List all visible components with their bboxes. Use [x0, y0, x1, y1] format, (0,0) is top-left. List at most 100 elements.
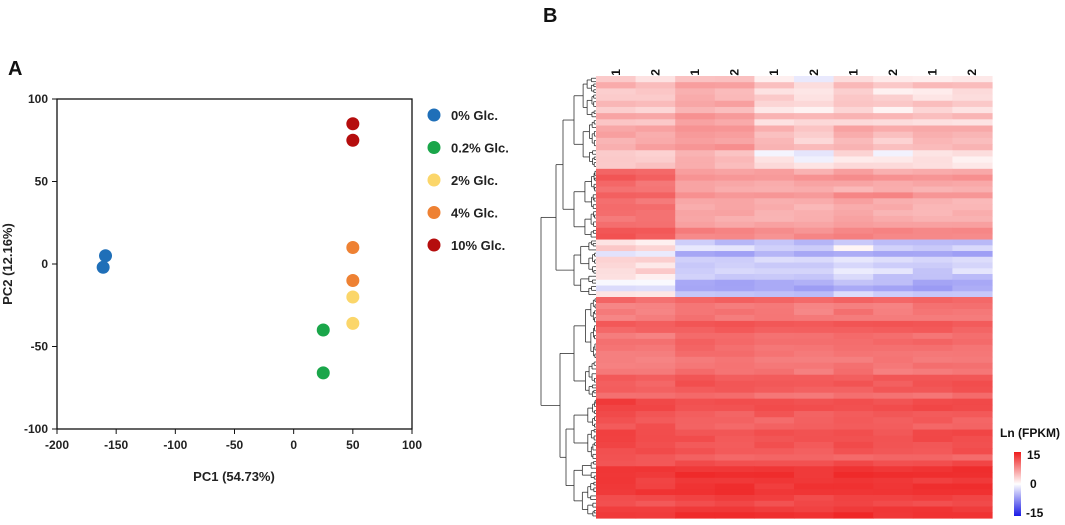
heatmap-cell	[794, 198, 835, 205]
heatmap-cell	[873, 489, 914, 496]
heatmap-cell	[714, 204, 755, 211]
heatmap-cell	[833, 186, 874, 193]
heatmap-cell	[912, 204, 953, 211]
heatmap-cell	[635, 302, 676, 310]
heatmap-cell	[912, 210, 953, 217]
heatmap-cell	[754, 82, 795, 89]
heatmap-cell	[833, 198, 874, 205]
heatmap-cell	[596, 380, 637, 388]
heatmap-cell	[873, 506, 914, 513]
heatmap-cell	[794, 285, 835, 292]
heatmap-cell	[675, 239, 716, 246]
heatmap-cell	[794, 279, 835, 287]
heatmap-cell	[596, 82, 637, 89]
heatmap-cell	[912, 411, 953, 418]
colorbar-tick-max: 15	[1027, 448, 1041, 462]
heatmap-cell	[596, 94, 637, 102]
heatmap-cell	[635, 411, 676, 418]
heatmap-cell	[873, 356, 914, 364]
heatmap-cell	[754, 180, 795, 188]
heatmap-cell	[833, 332, 874, 340]
legend-marker	[427, 206, 441, 219]
heatmap-cell	[596, 495, 637, 502]
heatmap-cell	[952, 417, 993, 425]
heatmap-cell	[754, 144, 795, 151]
heatmap-cell	[675, 144, 716, 151]
heatmap-cell	[833, 245, 874, 252]
heatmap-cell	[635, 466, 676, 473]
heatmap-cell	[912, 423, 953, 431]
heatmap-cell	[873, 156, 914, 164]
heatmap-cell	[952, 362, 993, 370]
heatmap-cell	[794, 239, 835, 246]
heatmap-cell	[754, 302, 795, 310]
heatmap-cell	[833, 338, 874, 346]
scatter-legend: 0% Glc. 0.2% Glc. 2% Glc. 4% Glc. 10% Glc.	[427, 108, 509, 253]
heatmap-cell	[833, 380, 874, 388]
heatmap-cell	[635, 460, 676, 467]
heatmap-cell	[794, 356, 835, 364]
heatmap-cell	[596, 512, 637, 519]
heatmap-cell	[596, 113, 637, 120]
heatmap-cell	[912, 262, 953, 269]
heatmap-cell	[596, 338, 637, 346]
heatmap-cell	[714, 279, 755, 287]
heatmap-cell	[754, 441, 795, 449]
heatmap-cell	[833, 477, 874, 485]
heatmap-cell	[635, 441, 676, 449]
scatter-point	[346, 316, 360, 330]
heatmap-cell	[596, 441, 637, 449]
heatmap-cell	[754, 186, 795, 193]
heatmap-cell	[833, 251, 874, 258]
heatmap-cell	[714, 256, 755, 264]
heatmap-cell	[794, 100, 835, 108]
heatmap-cell	[675, 483, 716, 490]
heatmap-cell	[794, 344, 835, 352]
heatmap-cell	[596, 180, 637, 188]
heatmap-cell	[912, 344, 953, 352]
heatmap-cell	[596, 417, 637, 425]
heatmap-cell	[635, 88, 676, 96]
heatmap-cell	[952, 489, 993, 496]
heatmap-cell	[635, 144, 676, 151]
heatmap-cell	[754, 268, 795, 275]
heatmap-cell	[912, 285, 953, 292]
heatmap-cell	[833, 274, 874, 281]
heatmap-cell	[635, 362, 676, 370]
heatmap-cell	[833, 76, 874, 83]
heatmap-cell	[714, 180, 755, 188]
scatter-points	[96, 117, 360, 380]
heatmap-cell	[675, 454, 716, 462]
heatmap-cell	[714, 262, 755, 269]
heatmap-cell	[675, 350, 716, 358]
heatmap-cell	[714, 512, 755, 519]
heatmap-cell	[912, 417, 953, 425]
heatmap-cell	[714, 392, 755, 400]
heatmap-cell	[714, 186, 755, 193]
heatmap-cell	[833, 404, 874, 412]
heatmap-cell	[952, 256, 993, 264]
heatmap-cell	[912, 150, 953, 158]
heatmap-cell	[596, 374, 637, 382]
heatmap-cell	[833, 221, 874, 229]
heatmap-cell	[952, 106, 993, 114]
heatmap-cell	[794, 94, 835, 102]
heatmap-cell	[635, 368, 676, 376]
heatmap-cell	[873, 239, 914, 246]
heatmap-cell	[873, 344, 914, 352]
heatmap-cell	[714, 245, 755, 252]
heatmap-cell	[675, 472, 716, 479]
heatmap-cell	[675, 279, 716, 287]
heatmap-cell	[596, 448, 637, 455]
heatmap-cell	[635, 198, 676, 205]
heatmap-cell	[675, 362, 716, 370]
heatmap-cell	[833, 448, 874, 455]
heatmap-cell	[912, 180, 953, 188]
heatmap-cell	[912, 144, 953, 151]
scatter-y-axis-title: PC2 (12.16%)	[0, 223, 15, 305]
heatmap-cell	[714, 423, 755, 431]
heatmap-cell	[714, 466, 755, 473]
y-tick-label: 100	[28, 92, 48, 106]
heatmap-cell	[714, 404, 755, 412]
heatmap-cell	[675, 448, 716, 455]
